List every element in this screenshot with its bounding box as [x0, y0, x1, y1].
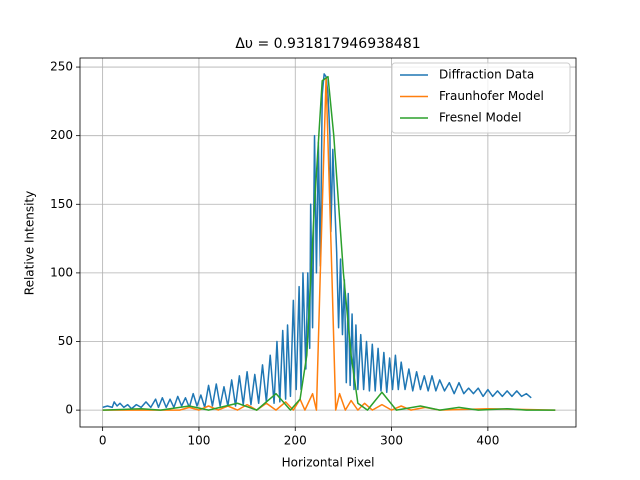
x-axis-label: Horizontal Pixel — [282, 456, 375, 470]
y-tick-label: 100 — [50, 265, 73, 279]
y-tick-label: 150 — [50, 197, 73, 211]
chart-title: Δυ = 0.931817946938481 — [235, 36, 420, 52]
y-tick-label: 250 — [50, 60, 73, 74]
y-axis-label: Relative Intensity — [23, 191, 37, 295]
legend-label: Fresnel Model — [439, 111, 522, 125]
data-line — [102, 75, 556, 411]
x-tick-label: 300 — [380, 434, 403, 448]
legend-label: Diffraction Data — [439, 68, 534, 82]
y-tick-label: 50 — [58, 334, 73, 348]
legend-label: Fraunhofer Model — [439, 89, 544, 103]
x-tick-label: 0 — [99, 434, 107, 448]
y-tick-label: 200 — [50, 128, 73, 142]
legend-box — [391, 62, 571, 134]
x-tick-label: 200 — [284, 434, 307, 448]
x-tick-label: 100 — [187, 434, 210, 448]
x-tick-label: 400 — [476, 434, 499, 448]
y-tick-label: 0 — [65, 403, 73, 417]
plot-frame — [79, 57, 577, 428]
